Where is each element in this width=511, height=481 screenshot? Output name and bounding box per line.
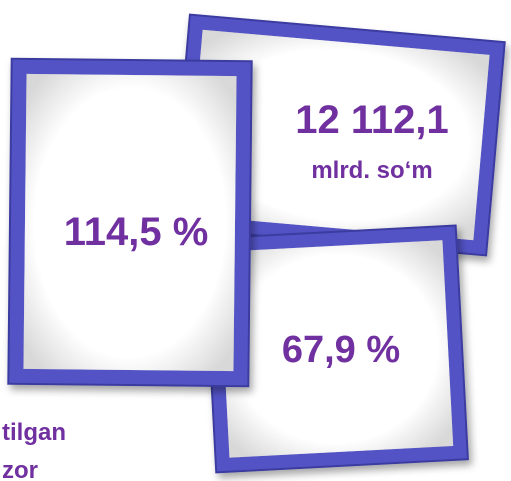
caption-text: zor (2, 457, 38, 481)
frame-bottom-right (202, 224, 469, 474)
value-text: 67,9 % (282, 329, 400, 371)
caption-text: tilgan (2, 419, 66, 446)
value-text: 114,5 % (64, 210, 209, 254)
unit-text: mlrd. so‘m (311, 157, 432, 184)
frame-top-right (170, 13, 506, 257)
frame-left (7, 57, 253, 388)
value-text: 12 112,1 (295, 98, 449, 142)
